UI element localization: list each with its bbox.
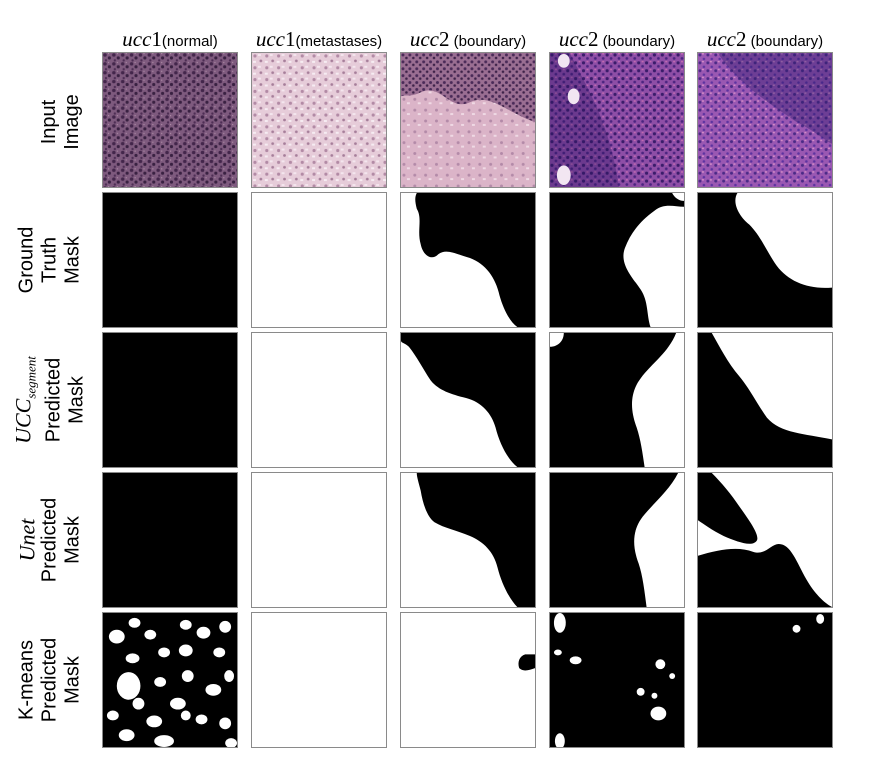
- ucc-segment-mask-ucc1-normal: [102, 332, 238, 468]
- mask: [252, 333, 386, 467]
- column-header-dataset: ucc2: [409, 27, 450, 51]
- input-image-ucc2-boundary-3: [697, 52, 833, 188]
- unet-mask-ucc2-boundary-3: [697, 472, 833, 608]
- row-label-math: UCCsegment: [10, 356, 39, 444]
- mask: [698, 333, 832, 467]
- column-header-dataset: ucc1: [255, 27, 296, 51]
- row-label-math: Unet: [14, 518, 40, 562]
- row-label-line: Image: [61, 94, 83, 150]
- row-label-line: Predicted: [38, 497, 61, 583]
- histology-tile: [401, 53, 535, 187]
- ucc-segment-mask-ucc2-boundary-1: [400, 332, 536, 468]
- column-header-ucc2-boundary-3: ucc2 (boundary): [707, 27, 823, 52]
- kmeans-mask-ucc2-boundary-3: [697, 612, 833, 748]
- ground-truth-mask-ucc1-normal: [102, 192, 238, 328]
- column-header-label: (metastases): [295, 33, 383, 50]
- mask: [103, 193, 237, 327]
- row-label-line: Mask: [61, 236, 84, 284]
- input-image-ucc2-boundary-1: [400, 52, 536, 188]
- column-header-label: (boundary): [746, 33, 824, 50]
- mask: [698, 613, 832, 747]
- histology-tile: [698, 53, 832, 187]
- histology-tile: [252, 53, 386, 187]
- kmeans-mask-ucc1-metastases: [251, 612, 387, 748]
- row-label-line: Ground: [15, 226, 38, 294]
- kmeans-mask-ucc2-boundary-2: [549, 612, 685, 748]
- row-label-line: Predicted: [42, 357, 65, 443]
- mask: [401, 473, 535, 607]
- mask: [252, 613, 386, 747]
- mask: [401, 613, 535, 747]
- row-label-line: Truth: [38, 237, 61, 283]
- mask: [252, 193, 386, 327]
- mask: [698, 473, 832, 607]
- ground-truth-mask-ucc2-boundary-2: [549, 192, 685, 328]
- mask: [550, 473, 684, 607]
- mask: [401, 333, 535, 467]
- mask: [103, 613, 237, 747]
- mask: [550, 333, 684, 467]
- row-label-line: Predicted: [38, 637, 61, 723]
- column-header-ucc2-boundary-2: ucc2 (boundary): [559, 27, 675, 52]
- unet-mask-ucc1-normal: [102, 472, 238, 608]
- ucc-segment-mask-ucc1-metastases: [251, 332, 387, 468]
- column-header-ucc1-metastases: ucc1(metastases): [256, 27, 382, 52]
- column-header-label: (boundary): [449, 33, 527, 50]
- column-header-dataset: ucc2: [558, 27, 599, 51]
- mask: [401, 193, 535, 327]
- row-label-line: Mask: [65, 376, 88, 424]
- ground-truth-mask-ucc2-boundary-3: [697, 192, 833, 328]
- row-label-line: Mask: [61, 516, 84, 564]
- column-header-ucc2-boundary-1: ucc2 (boundary): [410, 27, 526, 52]
- unet-mask-ucc2-boundary-2: [549, 472, 685, 608]
- mask: [103, 473, 237, 607]
- ground-truth-mask-ucc2-boundary-1: [400, 192, 536, 328]
- kmeans-mask-ucc1-normal: [102, 612, 238, 748]
- column-header-ucc1-normal: ucc1(normal): [122, 27, 218, 52]
- mask: [698, 193, 832, 327]
- histology-tile: [103, 53, 237, 187]
- kmeans-mask-ucc2-boundary-1: [400, 612, 536, 748]
- row-label-line: Mask: [61, 656, 84, 704]
- row-label-line: Input: [38, 99, 60, 145]
- mask: [550, 193, 684, 327]
- input-image-ucc1-normal: [102, 52, 238, 188]
- column-header-dataset: ucc2: [706, 27, 747, 51]
- input-image-ucc2-boundary-2: [549, 52, 685, 188]
- ucc-segment-mask-ucc2-boundary-2: [549, 332, 685, 468]
- row-label-line: K-means: [15, 639, 38, 721]
- mask: [103, 333, 237, 467]
- column-header-dataset: ucc1: [122, 27, 162, 51]
- unet-mask-ucc1-metastases: [251, 472, 387, 608]
- ground-truth-mask-ucc1-metastases: [251, 192, 387, 328]
- histology-tile: [550, 53, 684, 187]
- column-header-label: (boundary): [598, 33, 676, 50]
- unet-mask-ucc2-boundary-1: [400, 472, 536, 608]
- ucc-segment-mask-ucc2-boundary-3: [697, 332, 833, 468]
- mask: [252, 473, 386, 607]
- column-header-label: (normal): [161, 33, 218, 50]
- input-image-ucc1-metastases: [251, 52, 387, 188]
- mask: [550, 613, 684, 747]
